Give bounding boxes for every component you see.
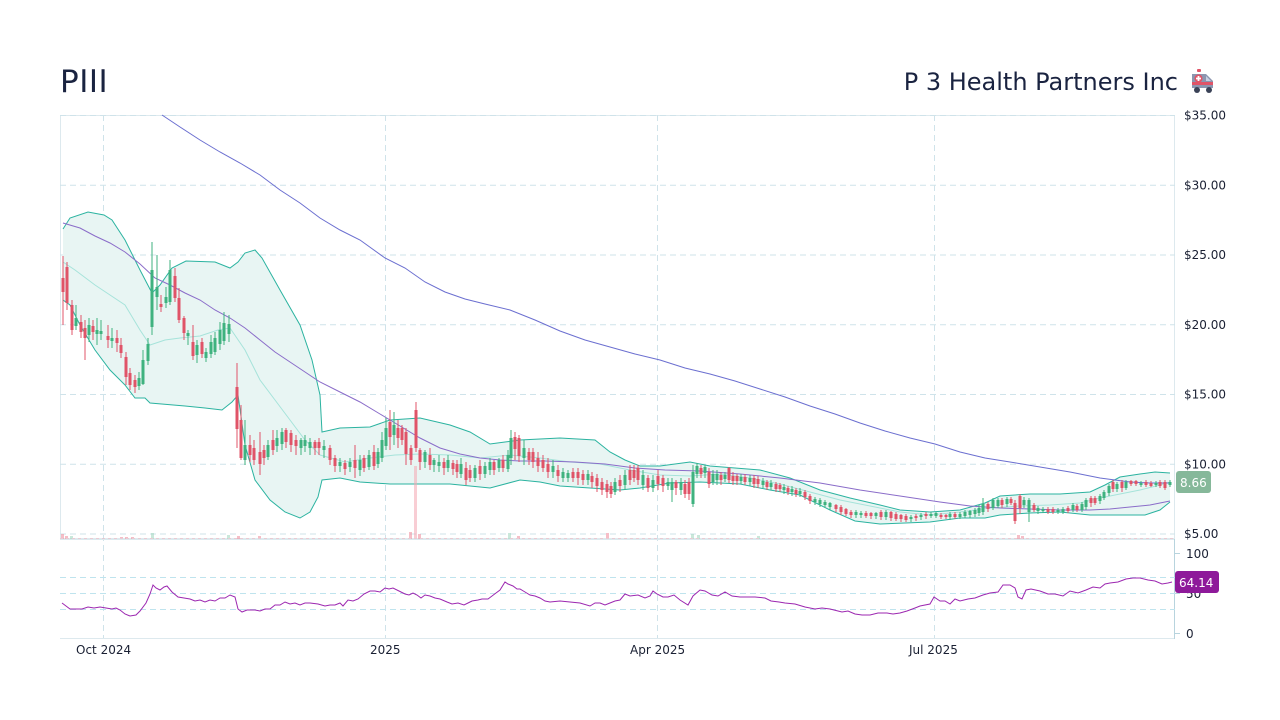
company-name-header: P 3 Health Partners Inc: [904, 68, 1218, 96]
price-pane: [60, 115, 1175, 539]
rsi-line: [61, 577, 1173, 617]
svg-text:$25.00: $25.00: [1184, 248, 1226, 262]
svg-text:100: 100: [1186, 547, 1209, 561]
svg-text:$35.00: $35.00: [1184, 109, 1226, 123]
sma-50-line: [62, 222, 1171, 511]
ambulance-icon: [1188, 69, 1218, 95]
price-axis: $35.00 $30.00 $25.00 $20.00 $15.00 $10.0…: [1184, 109, 1226, 542]
ticker-symbol: PIII: [60, 64, 109, 100]
rsi-pane: [60, 539, 1180, 639]
svg-text:0: 0: [1186, 627, 1194, 641]
time-gridlines: [103, 115, 935, 638]
rsi-axis: 100 50 0: [1186, 547, 1209, 641]
svg-text:$10.00: $10.00: [1184, 457, 1226, 471]
bollinger-band-area: [63, 212, 1170, 524]
svg-text:Oct 2024: Oct 2024: [76, 643, 131, 657]
svg-text:$15.00: $15.00: [1184, 388, 1226, 402]
svg-text:$20.00: $20.00: [1184, 318, 1226, 332]
svg-text:$5.00: $5.00: [1184, 527, 1218, 541]
svg-text:Jul 2025: Jul 2025: [908, 643, 958, 657]
time-axis: Oct 2024 2025 Apr 2025 Jul 2025: [76, 643, 958, 657]
candlesticks: [61, 242, 1172, 524]
svg-text:$30.00: $30.00: [1184, 178, 1226, 192]
rsi-value-badge: 64.14: [1175, 571, 1219, 593]
company-name: P 3 Health Partners Inc: [903, 68, 1178, 96]
sma-200-line: [161, 114, 1170, 484]
volume-bars: [60, 466, 1175, 539]
svg-text:2025: 2025: [370, 643, 401, 657]
svg-text:64.14: 64.14: [1179, 576, 1213, 590]
bollinger-upper-line: [62, 211, 1171, 513]
svg-text:Apr 2025: Apr 2025: [630, 643, 685, 657]
last-price-badge: 8.66: [1176, 471, 1211, 493]
svg-text:8.66: 8.66: [1180, 476, 1207, 490]
